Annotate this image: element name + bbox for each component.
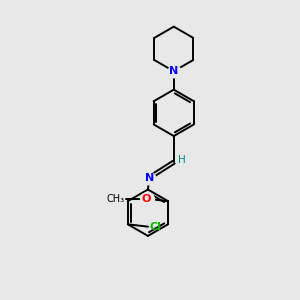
Text: N: N xyxy=(145,172,154,183)
Text: CH₃: CH₃ xyxy=(107,194,125,204)
Text: O: O xyxy=(142,194,151,204)
Text: Cl: Cl xyxy=(149,222,161,232)
Text: H: H xyxy=(178,155,186,165)
Text: N: N xyxy=(169,66,178,76)
